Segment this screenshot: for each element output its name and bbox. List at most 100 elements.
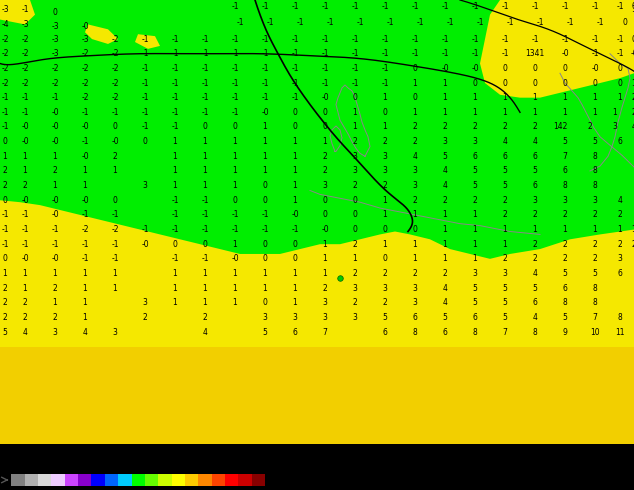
Text: -1: -1: [471, 2, 479, 11]
Text: 0: 0: [323, 210, 327, 220]
Text: 1: 1: [443, 78, 448, 88]
Bar: [225, 474, 238, 487]
Text: -1: -1: [536, 18, 544, 27]
Text: -12: -12: [100, 487, 110, 490]
Text: 1: 1: [323, 269, 327, 278]
Text: -1: -1: [231, 35, 239, 44]
Text: 1: 1: [82, 269, 87, 278]
Text: -1: -1: [616, 35, 624, 44]
Text: -1: -1: [507, 18, 514, 27]
Text: 2: 2: [3, 181, 8, 190]
Text: 1: 1: [383, 93, 387, 102]
Text: 1: 1: [262, 269, 268, 278]
Text: 3: 3: [413, 181, 417, 190]
Text: -1: -1: [476, 18, 484, 27]
Bar: [238, 474, 252, 487]
Text: -1: -1: [321, 49, 329, 58]
Text: -1: -1: [141, 35, 149, 44]
Text: 1: 1: [203, 284, 207, 293]
Text: 4: 4: [82, 328, 87, 337]
Text: -1: -1: [231, 49, 239, 58]
Polygon shape: [0, 347, 634, 444]
Text: 0: 0: [503, 78, 507, 88]
Text: 1: 1: [262, 152, 268, 161]
Text: -4: -4: [1, 20, 9, 29]
Text: -0: -0: [21, 254, 29, 263]
Text: -1: -1: [22, 93, 29, 102]
Text: 48: 48: [235, 487, 242, 490]
Text: 2: 2: [413, 196, 417, 205]
Text: 4: 4: [618, 196, 623, 205]
Text: -1: -1: [321, 64, 329, 73]
Text: -1: -1: [261, 64, 269, 73]
Text: 1: 1: [233, 298, 237, 307]
Text: 0: 0: [53, 8, 58, 17]
Text: -0: -0: [321, 93, 329, 102]
Text: -1: -1: [141, 78, 149, 88]
Text: -1: -1: [351, 49, 359, 58]
Text: 1: 1: [293, 284, 297, 293]
Text: 6: 6: [562, 167, 567, 175]
Text: 2: 2: [631, 93, 634, 102]
Text: 1: 1: [562, 108, 567, 117]
Text: 10: 10: [590, 328, 600, 337]
Text: 0: 0: [562, 64, 567, 73]
Text: 5: 5: [503, 313, 507, 322]
Text: 2: 2: [533, 240, 538, 249]
Text: 1: 1: [293, 181, 297, 190]
Text: 0: 0: [292, 122, 297, 131]
Text: 2: 2: [533, 210, 538, 220]
Text: -0: -0: [51, 108, 59, 117]
Text: -1: -1: [417, 18, 424, 27]
Text: 6: 6: [562, 284, 567, 293]
Text: -1: -1: [261, 49, 269, 58]
Text: -1: -1: [261, 210, 269, 220]
Text: 7: 7: [323, 328, 327, 337]
Text: -2: -2: [111, 35, 119, 44]
Text: 1: 1: [593, 108, 597, 117]
Text: -1: -1: [22, 108, 29, 117]
Text: 0: 0: [323, 122, 327, 131]
Text: 1: 1: [293, 167, 297, 175]
Text: -0: -0: [51, 137, 59, 146]
Text: 2: 2: [53, 313, 57, 322]
Text: -1: -1: [592, 2, 598, 11]
Text: -1: -1: [141, 49, 149, 58]
Text: -1: -1: [171, 93, 179, 102]
Text: 8: 8: [413, 328, 417, 337]
Polygon shape: [135, 34, 160, 49]
Text: 2: 2: [588, 122, 592, 131]
Text: 1: 1: [383, 122, 387, 131]
Text: 6: 6: [413, 313, 417, 322]
Text: -2: -2: [111, 225, 119, 234]
Text: 8: 8: [593, 298, 597, 307]
Text: 0: 0: [618, 78, 623, 88]
Text: 1: 1: [503, 225, 507, 234]
Text: 1: 1: [113, 269, 117, 278]
Text: -1: -1: [411, 49, 418, 58]
Text: -2: -2: [51, 64, 59, 73]
Text: 0: 0: [382, 254, 387, 263]
Text: 6: 6: [533, 181, 538, 190]
Bar: [198, 474, 212, 487]
Text: 3: 3: [143, 181, 148, 190]
Text: -2: -2: [111, 78, 119, 88]
Text: 2: 2: [618, 210, 623, 220]
Text: 1: 1: [631, 5, 634, 14]
Text: 0: 0: [533, 78, 538, 88]
Text: 1: 1: [472, 210, 477, 220]
Text: 1: 1: [82, 284, 87, 293]
Text: 1: 1: [203, 298, 207, 307]
Bar: [131, 474, 145, 487]
Text: 5: 5: [443, 152, 448, 161]
Text: -1: -1: [51, 93, 59, 102]
Text: 1: 1: [293, 137, 297, 146]
Text: 1: 1: [472, 93, 477, 102]
Text: 2: 2: [562, 210, 567, 220]
Text: -3: -3: [1, 5, 9, 14]
Text: 142: 142: [553, 122, 567, 131]
Text: 1: 1: [203, 152, 207, 161]
Text: 1: 1: [203, 181, 207, 190]
Text: 0: 0: [593, 78, 597, 88]
Text: -1: -1: [231, 78, 239, 88]
